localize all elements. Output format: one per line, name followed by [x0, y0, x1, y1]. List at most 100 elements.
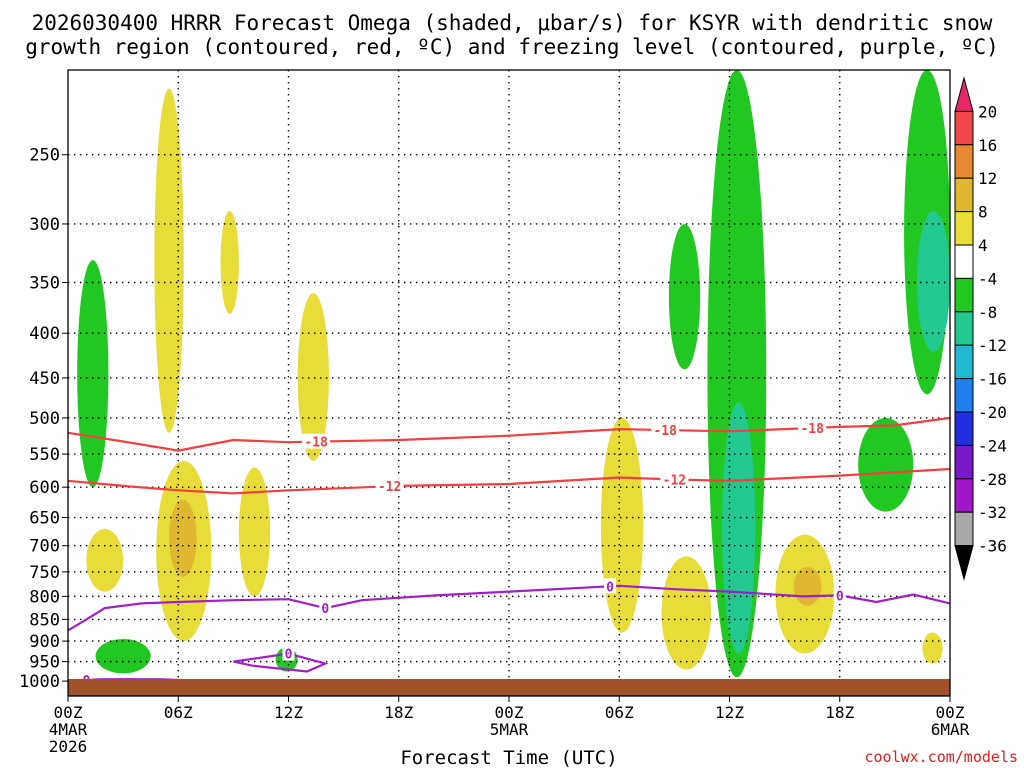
colorbar-segment-13 [954, 511, 974, 547]
omega-region-sink-40h-core [793, 566, 822, 606]
colorbar-segment-12 [954, 478, 974, 513]
colorbar-segment-1 [954, 110, 974, 146]
omega-region-ascent-44h-mid [858, 417, 914, 512]
chart-title-line2: growth region (contoured, red, ºC) and f… [25, 35, 999, 59]
y-tick-label-450: 450 [29, 369, 60, 389]
omega-region-sink-03h-mid [86, 529, 124, 592]
freezing-contour-label-bg-2-0 [282, 645, 295, 661]
grid [68, 70, 950, 696]
omega-region-sink-10h-mid [238, 467, 271, 597]
y-tick-label-600: 600 [29, 478, 60, 498]
contours: -18-18-18-12-1200000 [67, 416, 951, 689]
colorbar: 20 16 12 8 4 -4 -8 -12 -16 -20 -24 -28 -32 -36 [954, 76, 1007, 581]
y-tick-label-750: 750 [29, 563, 60, 583]
dendritic-contour-label-0-1: -18 [653, 424, 677, 439]
y-tick-label-900: 900 [29, 632, 60, 652]
y-axis: 2503003504004505005506006507007508008509… [19, 146, 68, 692]
colorbar-label-2: 12 [978, 169, 997, 188]
colorbar-segment-2 [954, 144, 974, 179]
dendritic-contour-label-bg-0-2 [798, 420, 827, 436]
omega-region-sink-13h-upper [297, 293, 329, 461]
dendritic-contour-0 [67, 416, 951, 452]
omega-region-ascent-early-0-2h-upper [77, 260, 109, 488]
colorbar-label-1: 16 [978, 136, 997, 155]
x-tick-label-36: 12Z [715, 703, 744, 722]
x-tick-label-0: 00Z [54, 703, 83, 722]
colorbar-segment-4 [954, 211, 974, 246]
x-tick-label-30: 06Z [605, 703, 634, 722]
freezing-contour-label-bg-0-0 [319, 600, 332, 616]
colorbar-segment-11 [954, 444, 974, 480]
ground-surface [68, 679, 950, 696]
watermark: coolwx.com/models [864, 748, 1018, 766]
y-tick-label-350: 350 [29, 273, 60, 293]
colorbar-label-12: -32 [978, 503, 1007, 522]
y-tick-label-250: 250 [29, 146, 60, 166]
colorbar-label-11: -28 [978, 470, 1007, 489]
colorbar-label-3: 8 [978, 203, 988, 222]
x-tick-year-0: 2026 [49, 737, 88, 756]
dendritic-contour-label-0-0: -18 [304, 436, 328, 451]
freezing-contour-label-0-0: 0 [321, 602, 329, 617]
colorbar-segment-3 [954, 177, 974, 213]
dendritic-contour-label-1-0: -12 [378, 480, 401, 495]
omega-region-ascent-33h-upper [668, 223, 701, 370]
omega-region-sink-06h-core [169, 499, 197, 577]
y-tick-label-700: 700 [29, 537, 60, 557]
colorbar-segment-9 [954, 378, 974, 413]
colorbar-label-7: -12 [978, 336, 1007, 355]
y-tick-label-800: 800 [29, 587, 60, 607]
dendritic-contour-1 [67, 467, 951, 495]
x-tick-label-6: 06Z [164, 703, 193, 722]
omega-region-sink-09h-upper [220, 211, 239, 314]
omega-region-ascent-early-2-3h-low [95, 638, 151, 674]
omega-region-sink-47h-low [922, 632, 943, 664]
freezing-contour-label-0-1: 0 [606, 580, 614, 595]
omega-region-ascent-47h-core [916, 211, 951, 352]
y-tick-label-950: 950 [29, 653, 60, 673]
x-tick-label-12: 12Z [274, 703, 303, 722]
freezing-contour-label-bg-0-1 [604, 578, 617, 594]
x-tick-label-18: 18Z [384, 703, 413, 722]
colorbar-label-13: -36 [978, 537, 1007, 556]
colorbar-label-8: -16 [978, 370, 1007, 389]
dendritic-contour-label-1-1: -12 [663, 473, 686, 488]
x-tick-date-48: 6MAR [931, 720, 970, 739]
y-tick-label-850: 850 [29, 610, 60, 630]
freezing-contour-label-bg-0-2 [833, 587, 846, 603]
chart-title-line1: 2026030400 HRRR Forecast Omega (shaded, … [32, 11, 993, 35]
colorbar-segment-10 [954, 411, 974, 446]
colorbar-segment-7 [954, 311, 974, 346]
y-tick-label-300: 300 [29, 215, 60, 235]
colorbar-top-arrow [954, 76, 974, 112]
omega-region-sink-30h-mid [600, 417, 644, 633]
x-tick-label-48: 00Z [936, 703, 965, 722]
x-tick-date-24: 5MAR [490, 720, 529, 739]
x-axis-label: Forecast Time (UTC) [400, 747, 617, 768]
dendritic-contour-label-bg-1-1 [660, 471, 689, 487]
y-tick-label-1000: 1000 [19, 672, 60, 692]
y-tick-label-400: 400 [29, 324, 60, 344]
colorbar-label-5: -4 [978, 269, 997, 288]
omega-region-ascent-36h-core [722, 402, 756, 654]
omega-region-sink-34h-mid [661, 556, 712, 670]
x-tick-date-0: 4MAR [49, 720, 88, 739]
x-tick-label-42: 18Z [825, 703, 854, 722]
y-tick-label-650: 650 [29, 509, 60, 529]
dendritic-contour-label-bg-0-0 [302, 433, 331, 449]
freezing-contour-label-0-2: 0 [836, 589, 844, 604]
y-tick-label-550: 550 [29, 445, 60, 465]
x-tick-label-24: 00Z [495, 703, 524, 722]
dendritic-contour-label-bg-0-1 [651, 422, 680, 438]
y-tick-label-500: 500 [29, 409, 60, 429]
dendritic-contour-label-bg-1-0 [375, 478, 404, 494]
dendritic-contour-label-0-2: -18 [800, 422, 824, 437]
colorbar-label-10: -24 [978, 436, 1007, 455]
colorbar-label-6: -8 [978, 303, 997, 322]
colorbar-segment-8 [954, 344, 974, 380]
colorbar-segment-5 [954, 244, 974, 279]
colorbar-bottom-arrow [954, 545, 974, 581]
colorbar-label-4: 4 [978, 236, 988, 255]
